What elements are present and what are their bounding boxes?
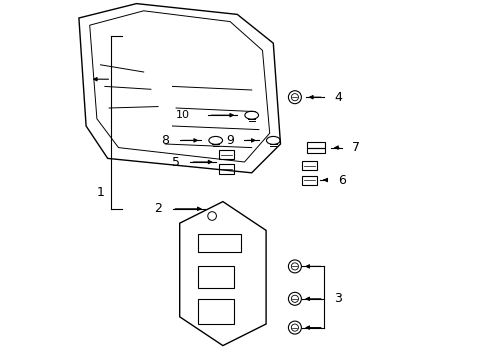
Text: 6: 6 (337, 174, 345, 186)
Text: 2: 2 (154, 202, 162, 215)
Text: 4: 4 (333, 91, 341, 104)
Text: 5: 5 (172, 156, 180, 168)
Text: 3: 3 (333, 292, 341, 305)
Text: 10: 10 (176, 110, 190, 120)
Text: 1: 1 (96, 186, 104, 199)
Text: 9: 9 (225, 134, 234, 147)
Text: 7: 7 (351, 141, 359, 154)
Text: 8: 8 (161, 134, 169, 147)
